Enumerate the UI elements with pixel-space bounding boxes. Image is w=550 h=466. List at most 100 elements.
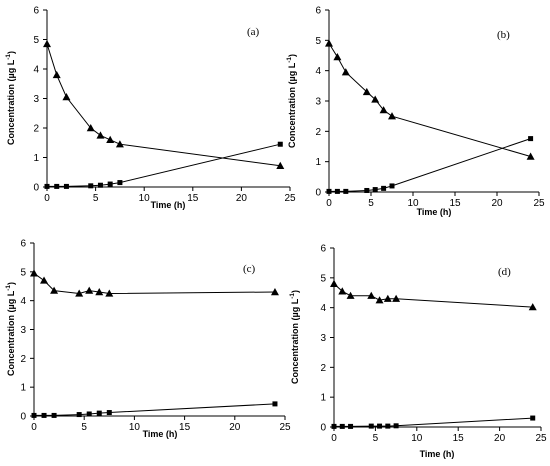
y-tick-label: 4 [33, 65, 39, 76]
triangle-data-point [341, 68, 350, 76]
y-axis-title-close: ) [6, 282, 16, 285]
x-tick-label: 5 [81, 422, 87, 433]
triangle-data-point [276, 161, 285, 169]
y-axis-title-main: Concentration (µg L [290, 298, 300, 384]
y-axis-title: Concentration (µg L-1) [5, 282, 16, 376]
y-tick-label: 3 [20, 325, 26, 336]
y-axis-title-superscript: -1 [286, 57, 293, 63]
y-tick-label: 4 [20, 296, 26, 307]
y-axis-title: Concentration (µg L-1) [5, 51, 16, 145]
triangle-data-point [96, 131, 105, 139]
y-tick-label: 6 [20, 239, 26, 250]
square-data-point [54, 183, 60, 189]
triangle-data-point [338, 287, 347, 295]
square-data-point [277, 141, 283, 147]
x-tick-label: 15 [453, 433, 465, 444]
triangle-data-point [330, 279, 338, 287]
triangle-data-point [62, 93, 71, 101]
y-tick-label: 2 [33, 124, 39, 135]
triangle-data-point [106, 135, 115, 143]
x-axis-title: Time (h) [417, 207, 452, 217]
x-tick-label: 20 [236, 193, 248, 204]
square-series-line [34, 403, 276, 416]
y-axis-title-superscript: -1 [5, 54, 12, 60]
square-data-point [88, 183, 94, 189]
x-tick-label: 5 [93, 193, 99, 204]
y-tick-label: 5 [320, 273, 326, 284]
x-tick-label: 15 [187, 193, 199, 204]
triangle-data-point [40, 276, 49, 284]
y-tick-label: 4 [315, 66, 321, 77]
y-tick-label: 0 [33, 183, 39, 194]
square-data-point [63, 183, 69, 189]
x-tick-label: 0 [326, 198, 332, 209]
x-axis-title: Time (h) [151, 200, 186, 210]
square-data-point [331, 423, 337, 429]
y-axis-title-main: Concentration (µg L [6, 59, 16, 145]
y-tick-label: 1 [315, 157, 321, 168]
square-series-line [334, 417, 533, 427]
y-tick-label: 6 [320, 244, 326, 255]
triangle-data-point [362, 87, 371, 96]
y-axis-title-main: Concentration (µg L [6, 290, 16, 376]
triangle-data-point [346, 291, 355, 299]
square-data-point [381, 185, 387, 191]
triangle-data-point [50, 286, 59, 294]
x-tick-label: 0 [44, 193, 50, 204]
triangle-series-line [46, 43, 281, 167]
square-data-point [368, 423, 374, 429]
triangle-data-point [333, 53, 342, 61]
y-tick-label: 5 [20, 267, 26, 278]
square-data-point [393, 423, 399, 429]
square-data-point [334, 188, 340, 194]
square-data-point [106, 410, 112, 416]
square-data-point [530, 415, 536, 421]
y-axis-title-close: ) [287, 54, 297, 57]
panel-label: (d) [498, 266, 511, 278]
square-data-point [326, 188, 332, 194]
triangle-data-point [367, 291, 376, 299]
square-data-point [372, 187, 378, 193]
x-tick-label: 15 [179, 422, 191, 433]
y-tick-label: 2 [315, 127, 321, 138]
x-tick-label: 10 [129, 422, 141, 433]
y-tick-label: 3 [320, 333, 326, 344]
triangle-data-point [85, 286, 94, 294]
square-data-point [377, 423, 383, 429]
y-tick-label: 1 [320, 393, 326, 404]
x-tick-label: 20 [491, 198, 503, 209]
triangle-data-point [528, 303, 537, 311]
y-axis-title: Concentration (µg L-1) [286, 54, 297, 148]
x-tick-label: 15 [449, 198, 461, 209]
chart-panel-1: 0 1 2 3 4 5 6 0 5 10 15 20 25 Time (h) Concentration (… [5, 6, 296, 211]
x-tick-label: 5 [373, 433, 379, 444]
square-data-point [364, 187, 370, 193]
triangle-data-point [95, 288, 104, 296]
x-tick-label: 20 [229, 422, 241, 433]
y-tick-label: 1 [33, 153, 39, 164]
y-tick-label: 5 [33, 35, 39, 46]
square-data-point [41, 412, 47, 418]
y-tick-label: 0 [20, 412, 26, 423]
y-axis-title-main: Concentration (µg L [287, 62, 297, 148]
square-data-point [97, 182, 103, 188]
x-tick-label: 0 [331, 433, 337, 444]
y-axis-title-superscript: -1 [5, 285, 12, 291]
triangle-series-line [333, 283, 533, 308]
triangle-data-point [388, 112, 396, 120]
triangle-data-point [52, 70, 61, 79]
square-data-point [31, 412, 37, 418]
square-data-point [528, 136, 534, 142]
triangle-data-point [270, 288, 279, 296]
triangle-data-point [325, 39, 333, 47]
x-axis-title: Time (h) [143, 429, 178, 439]
y-axis-title-close: ) [6, 51, 16, 54]
square-data-point [44, 183, 50, 189]
x-tick-label: 10 [407, 198, 419, 209]
x-tick-label: 20 [494, 433, 506, 444]
square-data-point [76, 412, 82, 418]
x-tick-label: 25 [535, 433, 547, 444]
triangle-data-point [30, 269, 38, 277]
triangle-series-line [33, 272, 276, 295]
